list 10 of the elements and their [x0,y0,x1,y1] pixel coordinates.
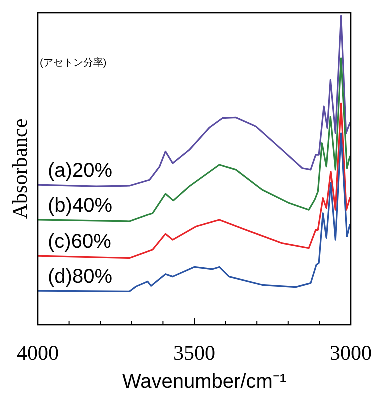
y-axis-title: Absorbance [8,118,32,220]
series-label: (a)20% [48,160,113,182]
series-label: (c)60% [48,231,112,254]
annotation: (アセトン分率) [40,57,107,69]
series-label: (d)80% [48,266,113,288]
x-tick-label: 3000 [330,341,372,365]
x-axis-title: Wavenumber/cm⁻¹ [122,371,287,393]
x-tick-label: 3500 [174,341,216,365]
series-label: (b)40% [48,194,113,217]
x-tick-label: 4000 [17,341,59,365]
